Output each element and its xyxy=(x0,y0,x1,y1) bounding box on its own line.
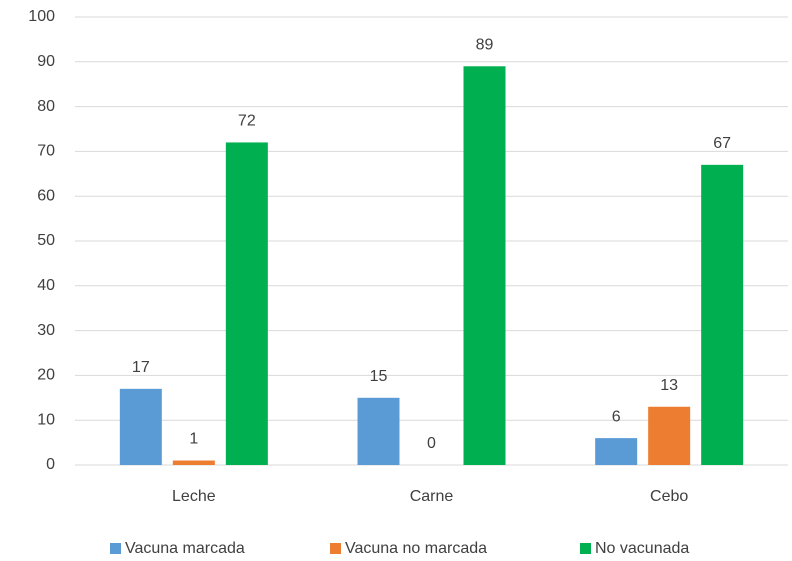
y-tick-label: 30 xyxy=(37,322,55,339)
legend-label: No vacunada xyxy=(595,540,689,557)
y-tick-label: 80 xyxy=(37,98,55,115)
data-label: 0 xyxy=(427,435,436,452)
legend-label: Vacuna no marcada xyxy=(345,540,487,557)
y-tick-label: 50 xyxy=(37,232,55,249)
y-tick-label: 60 xyxy=(37,187,55,204)
legend-label: Vacuna marcada xyxy=(125,540,245,557)
bar xyxy=(701,164,744,465)
y-tick-label: 0 xyxy=(46,456,55,473)
data-label: 89 xyxy=(476,36,494,53)
bar xyxy=(648,406,691,465)
y-tick-label: 20 xyxy=(37,367,55,384)
data-label: 15 xyxy=(370,368,388,385)
data-label: 17 xyxy=(132,359,150,376)
x-tick-label: Cebo xyxy=(650,488,688,505)
bar xyxy=(225,142,268,465)
y-tick-label: 90 xyxy=(37,53,55,70)
legend-swatch xyxy=(110,543,121,554)
bar xyxy=(119,388,162,465)
bar xyxy=(357,397,400,465)
bar xyxy=(172,460,215,465)
legend-swatch xyxy=(580,543,591,554)
y-tick-label: 10 xyxy=(37,411,55,428)
data-label: 67 xyxy=(713,135,731,152)
bar xyxy=(595,438,638,465)
y-tick-label: 40 xyxy=(37,277,55,294)
data-label: 1 xyxy=(189,431,198,448)
data-label: 72 xyxy=(238,113,256,130)
legend-swatch xyxy=(330,543,341,554)
data-label: 13 xyxy=(660,377,678,394)
bar xyxy=(463,66,506,465)
data-label: 6 xyxy=(612,408,621,425)
x-tick-label: Leche xyxy=(172,488,216,505)
y-tick-label: 70 xyxy=(37,143,55,160)
y-tick-label: 100 xyxy=(28,8,55,25)
x-tick-label: Carne xyxy=(410,488,454,505)
